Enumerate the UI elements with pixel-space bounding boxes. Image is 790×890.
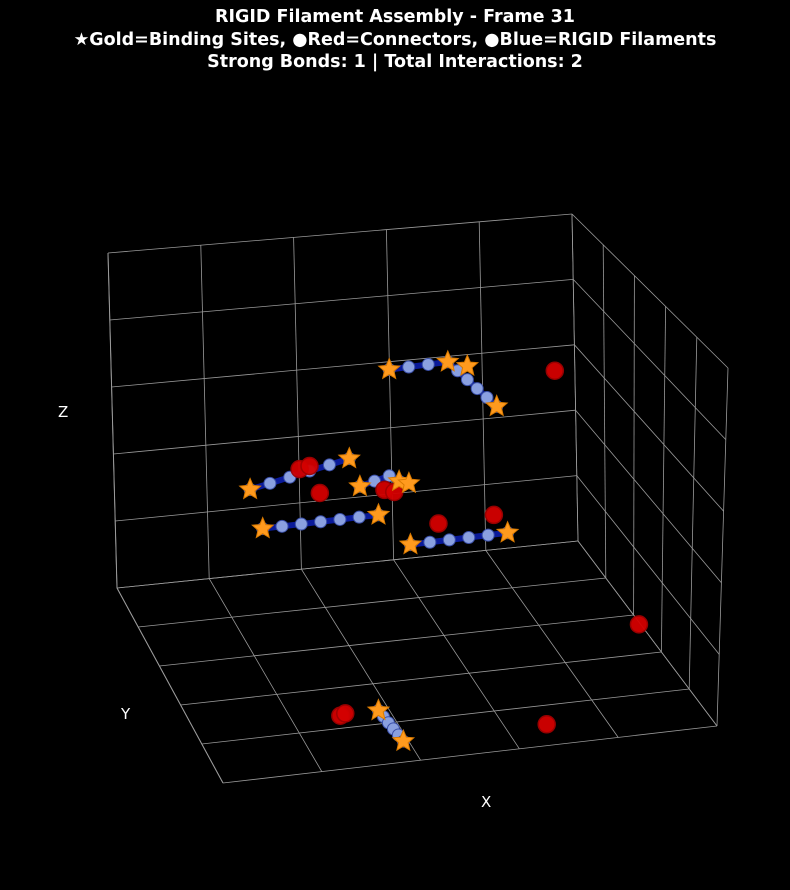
binding-site-star — [484, 394, 509, 417]
grid-line — [633, 275, 635, 616]
grid-line — [575, 409, 722, 584]
grid-line — [301, 568, 421, 761]
grid-line — [602, 244, 607, 579]
connector-point — [300, 456, 319, 476]
filament-bead — [462, 531, 476, 545]
axis-edge — [107, 252, 118, 589]
grid-line — [109, 279, 574, 321]
z-axis-label: Z — [58, 403, 69, 421]
grid-line — [293, 237, 302, 570]
binding-site-star — [495, 520, 520, 543]
connector-point — [537, 715, 556, 734]
grid-line — [576, 475, 720, 655]
filament-bead — [460, 373, 474, 387]
filament-bead — [275, 519, 289, 533]
grid-line — [208, 578, 323, 772]
grid-line — [200, 245, 210, 579]
filament-bead — [314, 515, 328, 529]
grid-line — [180, 651, 662, 706]
binding-site-star — [348, 474, 372, 497]
filament-bead — [480, 390, 494, 404]
grid-line — [107, 213, 573, 254]
filament-bead — [481, 528, 495, 542]
connector-point — [629, 615, 649, 634]
grid-line — [138, 577, 606, 628]
connector-point — [310, 483, 330, 503]
chart-stats-line: Strong Bonds: 1 | Total Interactions: 2 — [207, 52, 583, 72]
filament-bead — [402, 360, 416, 374]
grid-line — [222, 725, 718, 784]
grid-line — [574, 344, 724, 512]
binding-site-star — [455, 353, 480, 377]
filament-bead — [333, 512, 347, 526]
grid-line — [571, 213, 579, 542]
connector-point — [484, 505, 504, 525]
chart-title-block: RIGID Filament Assembly - Frame 31 ★Gold… — [0, 6, 790, 74]
filament-bead — [263, 476, 277, 490]
filament-bead — [352, 510, 366, 524]
binding-site-star — [398, 532, 423, 555]
binding-site-star — [337, 446, 361, 469]
filament-bead — [421, 357, 435, 371]
filament-bead — [470, 382, 484, 396]
grid-line — [661, 306, 666, 653]
x-axis-label: X — [481, 793, 492, 811]
binding-site-star — [366, 698, 391, 721]
connector-point — [545, 361, 565, 380]
grid-line — [716, 367, 729, 727]
connector-point — [336, 704, 355, 723]
axis-edge — [116, 587, 224, 784]
filament-bead — [294, 517, 308, 531]
connector-point — [429, 514, 448, 533]
binding-site-star — [238, 477, 262, 500]
binding-site-star — [251, 516, 275, 539]
grid-line — [116, 540, 579, 589]
binding-site-star — [391, 728, 416, 752]
chart-legend-subtitle: ★Gold=Binding Sites, ●Red=Connectors, ●B… — [73, 29, 717, 50]
y-axis-label: Y — [121, 705, 131, 723]
filament-bead — [442, 533, 456, 547]
binding-site-star — [397, 471, 421, 494]
chart-title: RIGID Filament Assembly - Frame 31 — [215, 7, 575, 27]
grid-line — [201, 688, 690, 745]
data-layer — [238, 349, 649, 752]
grid-line — [386, 229, 394, 560]
grid-line — [111, 344, 575, 388]
binding-site-star — [377, 357, 401, 380]
grid-line — [113, 409, 576, 455]
filament-bead — [322, 458, 336, 472]
filament-bead — [423, 535, 437, 549]
grid-line — [571, 213, 729, 369]
grid-line — [393, 559, 520, 750]
axes-grid — [107, 213, 729, 784]
grid-line — [159, 614, 634, 667]
grid-line — [115, 475, 577, 522]
grid-line — [688, 337, 698, 690]
grid-line — [577, 540, 718, 727]
binding-site-star — [366, 502, 391, 525]
grid-line — [572, 279, 727, 440]
binding-site-star — [436, 349, 460, 372]
grid-line — [485, 550, 619, 738]
